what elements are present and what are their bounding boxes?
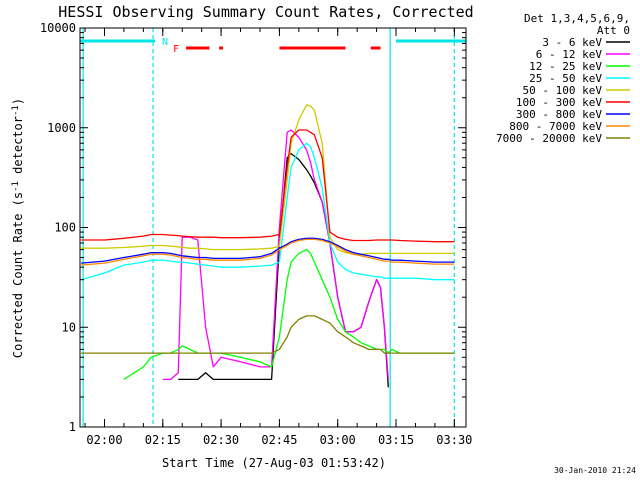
- x-tick-label: 02:00: [86, 433, 122, 447]
- x-tick-label: 02:30: [203, 433, 239, 447]
- legend-label: 50 - 100 keV: [523, 84, 603, 97]
- x-tick-label: 03:30: [436, 433, 472, 447]
- y-axis-ticks: 1 10 100 1000 10000: [40, 21, 466, 434]
- y-axis-label: Corrected Count Rate (s-1 detector-1): [11, 98, 25, 358]
- series-line: [81, 104, 455, 255]
- y-tick-label: 10: [62, 320, 76, 334]
- y-axis-label-part: -1: [11, 105, 21, 116]
- y-axis-label-part: Corrected Count Rate (s: [11, 192, 25, 358]
- y-tick-label: 1000: [47, 121, 76, 135]
- series-line: [123, 248, 455, 380]
- legend-label: 100 - 300 keV: [516, 96, 602, 109]
- x-tick-label: 02:15: [145, 433, 181, 447]
- legend-header: Att 0: [597, 24, 630, 37]
- x-tick-label: 02:45: [261, 433, 297, 447]
- legend-label: 6 - 12 keV: [536, 48, 603, 61]
- chart-title: HESSI Observing Summary Count Rates, Cor…: [58, 3, 473, 21]
- legend-label: 300 - 800 keV: [516, 108, 602, 121]
- flag-bars: NF: [80, 37, 466, 55]
- legend-label: 3 - 6 keV: [542, 36, 602, 49]
- flag-label: F: [173, 44, 179, 55]
- legend-label: 7000 - 20000 keV: [496, 132, 602, 145]
- legend-label: 12 - 25 keV: [529, 60, 602, 73]
- legend-label: 800 - 7000 keV: [509, 120, 602, 133]
- x-tick-label: 03:15: [378, 433, 414, 447]
- plot-frame: [79, 27, 467, 428]
- x-axis-label: Start Time (27-Aug-03 01:53:42): [162, 456, 386, 470]
- series-line: [81, 129, 455, 243]
- x-axis-ticks: 02:00 02:15 02:30 02:45 03:00 03:15 03:30: [84, 28, 472, 447]
- y-axis-label-part: ): [11, 98, 25, 105]
- y-tick-label: 100: [54, 221, 76, 235]
- y-axis-label-part: detector: [11, 116, 25, 181]
- legend-header: Det 1,3,4,5,6,9,: [524, 12, 630, 25]
- flag-label: N: [162, 37, 168, 48]
- series-line: [81, 315, 455, 354]
- timestamp: 30-Jan-2010 21:24: [554, 466, 636, 475]
- x-tick-label: 03:00: [320, 433, 356, 447]
- plot-area: [81, 104, 455, 388]
- y-tick-label: 1: [69, 420, 76, 434]
- y-axis-label-part: -1: [11, 181, 21, 192]
- series-line: [81, 237, 455, 264]
- series-line: [81, 238, 455, 266]
- y-tick-label: 10000: [40, 21, 76, 35]
- series-line: [81, 142, 455, 281]
- legend-label: 25 - 50 keV: [529, 72, 602, 85]
